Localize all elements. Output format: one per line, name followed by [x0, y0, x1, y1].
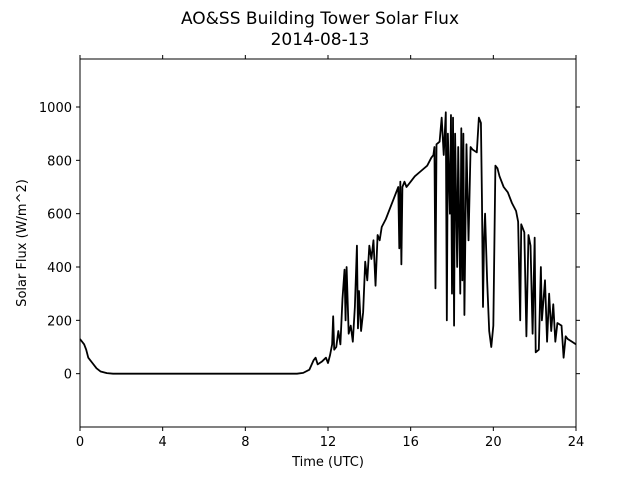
chart-title: AO&SS Building Tower Solar Flux	[181, 9, 459, 29]
x-tick-label: 4	[159, 435, 167, 450]
data-line	[79, 111, 577, 375]
x-tick-label: 0	[76, 435, 84, 450]
x-tick-label: 24	[568, 435, 585, 450]
y-tick-label: 600	[47, 208, 72, 223]
axes-frame	[79, 58, 577, 428]
y-tick-label: 1000	[39, 101, 72, 116]
y-tick-label: 800	[47, 154, 72, 169]
y-tick-label: 0	[64, 368, 72, 383]
x-tick-label: 8	[241, 435, 249, 450]
y-tick-label: 200	[47, 314, 72, 329]
x-axis-label: Time (UTC)	[291, 455, 364, 470]
x-tick-label: 12	[320, 435, 337, 450]
x-tick-label: 20	[485, 435, 502, 450]
chart-subtitle: 2014-08-13	[271, 30, 370, 50]
y-axis-label: Solar Flux (W/m^2)	[15, 179, 30, 307]
y-tick-label: 400	[47, 261, 72, 276]
x-tick-label: 16	[402, 435, 419, 450]
